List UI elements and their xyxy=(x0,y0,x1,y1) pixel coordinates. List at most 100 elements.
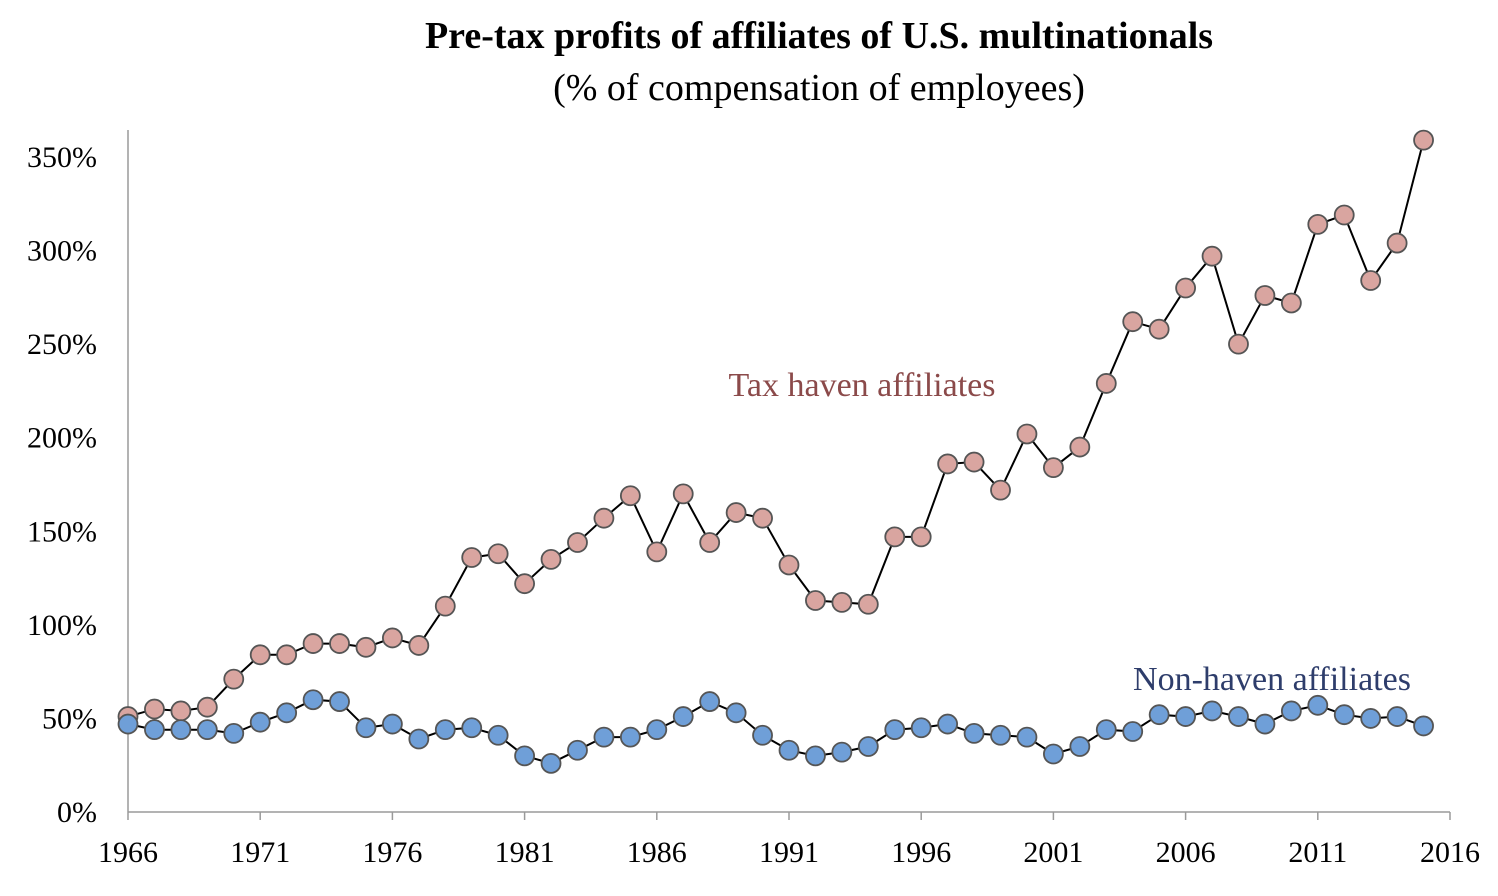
data-point xyxy=(355,636,377,658)
data-point xyxy=(910,526,932,548)
data-point xyxy=(805,590,826,611)
data-point xyxy=(1016,726,1038,748)
data-point xyxy=(196,696,218,718)
data-point xyxy=(144,719,165,741)
x-tick-label: 1966 xyxy=(98,836,158,869)
chart-title: Pre-tax profits of affiliates of U.S. mu… xyxy=(424,15,1214,57)
data-point xyxy=(990,724,1011,746)
data-point xyxy=(1413,715,1434,737)
data-point xyxy=(1069,436,1091,458)
data-point xyxy=(1307,694,1329,716)
data-point xyxy=(302,633,324,654)
data-point xyxy=(1333,704,1355,726)
y-tick-label: 250% xyxy=(27,328,97,361)
series-line-0 xyxy=(127,139,1425,718)
series-points xyxy=(117,129,1434,774)
data-point xyxy=(646,541,668,563)
x-tick-label: 1996 xyxy=(891,836,951,869)
data-point xyxy=(884,719,906,741)
data-point xyxy=(805,745,826,767)
data-point xyxy=(778,554,800,576)
data-point xyxy=(196,719,218,741)
data-point xyxy=(990,479,1011,501)
data-point xyxy=(752,507,773,529)
data-point xyxy=(752,724,773,746)
data-point xyxy=(567,532,588,553)
data-point xyxy=(1360,708,1382,729)
data-point xyxy=(857,736,879,757)
data-point xyxy=(1228,706,1249,727)
series-line-1 xyxy=(127,698,1424,765)
data-point xyxy=(329,633,350,654)
y-tick-label: 100% xyxy=(27,609,97,642)
data-point xyxy=(1307,213,1329,235)
x-tick-label: 1971 xyxy=(230,836,290,869)
series-label-non-haven: Non-haven affiliates xyxy=(1133,661,1411,698)
data-point xyxy=(1201,700,1223,722)
x-tick-label: 1976 xyxy=(362,836,422,869)
data-point xyxy=(1069,736,1091,757)
data-point xyxy=(514,745,535,767)
chart-subtitle: (% of compensation of employees) xyxy=(553,67,1085,109)
data-point xyxy=(434,595,456,617)
data-point xyxy=(540,548,562,570)
data-point xyxy=(672,706,694,727)
data-point xyxy=(699,691,721,712)
data-point xyxy=(461,717,483,739)
axes: 0% 50% 100% 150% 200% 250% 300% 350% 1966 1971 197… xyxy=(27,130,1480,869)
data-point xyxy=(1254,713,1276,735)
x-tick-label: 2001 xyxy=(1023,836,1083,869)
data-point xyxy=(619,485,641,507)
data-point xyxy=(1386,232,1408,254)
data-point xyxy=(1333,204,1355,226)
data-point xyxy=(276,702,298,724)
data-point xyxy=(487,724,509,746)
data-point xyxy=(1360,270,1382,291)
data-point xyxy=(1095,373,1117,394)
data-point xyxy=(1386,706,1408,727)
data-point xyxy=(302,689,324,711)
data-point xyxy=(1043,743,1064,765)
data-point xyxy=(910,717,932,739)
data-point xyxy=(514,573,535,595)
data-point xyxy=(963,451,985,473)
data-point xyxy=(831,592,853,613)
data-point xyxy=(937,453,959,475)
data-point xyxy=(329,691,350,712)
data-point xyxy=(408,728,430,750)
data-point xyxy=(249,711,271,733)
y-tick-label: 150% xyxy=(27,515,97,548)
data-point xyxy=(408,635,430,656)
data-point xyxy=(1175,277,1196,299)
data-point xyxy=(1280,292,1302,314)
data-point xyxy=(144,698,165,720)
data-point xyxy=(434,719,456,741)
data-point xyxy=(1122,311,1144,333)
y-tick-label: 0% xyxy=(57,796,97,829)
y-tick-label: 350% xyxy=(27,141,97,174)
data-point xyxy=(831,741,853,763)
data-point xyxy=(672,483,694,505)
data-point xyxy=(1228,333,1249,355)
x-tick-label: 2006 xyxy=(1156,836,1216,869)
data-point xyxy=(857,593,879,615)
data-point xyxy=(1122,721,1144,742)
data-point xyxy=(937,713,959,735)
data-point xyxy=(593,726,615,748)
data-point xyxy=(223,668,245,690)
data-point xyxy=(355,717,377,739)
data-point xyxy=(170,719,192,741)
data-point xyxy=(646,719,668,741)
data-point xyxy=(699,532,721,553)
x-tick-label: 2016 xyxy=(1420,836,1480,869)
data-point xyxy=(381,627,403,649)
data-point xyxy=(725,502,747,523)
data-point xyxy=(249,644,271,666)
x-tick-label: 1986 xyxy=(627,836,687,869)
data-point xyxy=(117,713,139,735)
series-label-tax-haven: Tax haven affiliates xyxy=(729,367,996,404)
data-point xyxy=(1148,318,1170,340)
data-point xyxy=(1254,285,1276,306)
data-point xyxy=(170,700,192,722)
